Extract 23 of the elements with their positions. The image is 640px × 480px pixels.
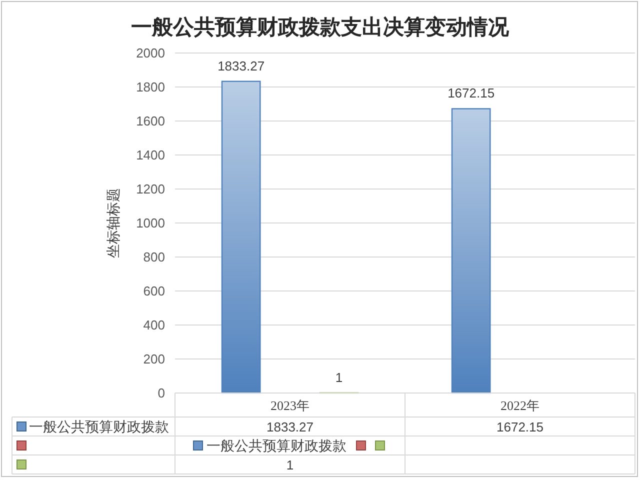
- ytick: 1600: [136, 114, 165, 128]
- ytick: 200: [143, 352, 165, 366]
- title: 一般公共预算财政拨款支出决算变动情况: [131, 15, 509, 39]
- ylabel: 坐标轴标题: [106, 188, 122, 258]
- table-series-name: 一般公共预算财政拨款: [29, 420, 169, 436]
- ytick: 1200: [136, 182, 165, 196]
- ytick: 2000: [136, 46, 165, 60]
- ytick: 600: [143, 284, 165, 298]
- category: 2022年: [500, 398, 540, 413]
- table-value: 1833.27: [266, 420, 314, 434]
- data-label: 1833.27: [218, 58, 265, 74]
- category: 2023年: [270, 398, 310, 413]
- ytick: 400: [143, 318, 165, 332]
- data-label: 1672.15: [448, 86, 495, 101]
- data-label: 1: [335, 370, 343, 385]
- ytick: 1400: [136, 148, 165, 162]
- ytick: 1000: [136, 216, 165, 230]
- ytick: 0: [158, 386, 165, 400]
- legend-label: 一般公共预算财政拨款: [206, 438, 346, 454]
- table-value: 1672.15: [496, 420, 544, 434]
- table-value: 1: [286, 458, 294, 472]
- ytick: 1800: [136, 80, 165, 94]
- ytick: 800: [143, 250, 165, 264]
